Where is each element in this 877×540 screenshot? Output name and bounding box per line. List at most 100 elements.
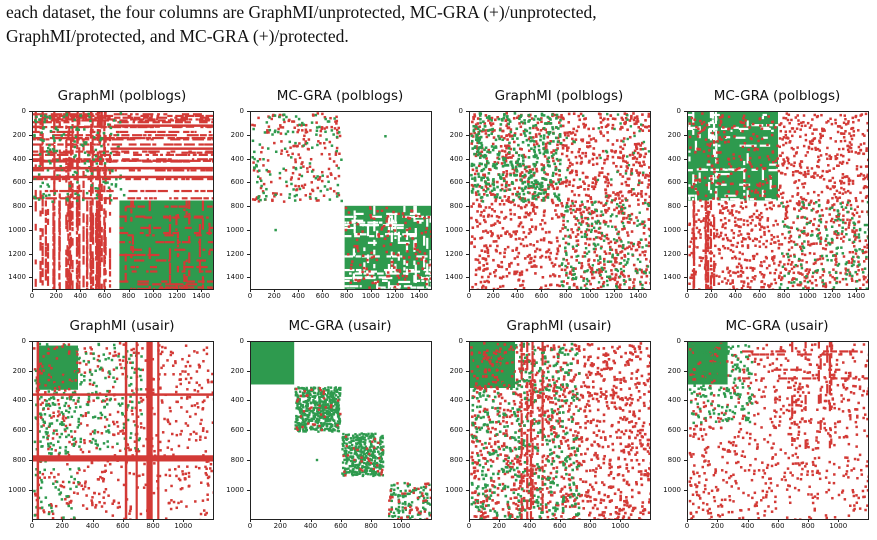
heatmap-title: GraphMI (usair)	[69, 318, 175, 334]
x-tick-mark	[104, 289, 106, 292]
x-tick-mark	[370, 289, 372, 292]
y-tick-mark	[247, 206, 250, 208]
y-tick-label: 0	[676, 107, 681, 115]
x-tick-mark	[493, 289, 495, 292]
heatmap-panel-mc-gra-usair: MC-GRA (usair) 0 200 400 600 800 1000 0 200 400 60…	[655, 318, 875, 535]
y-tick-label: 600	[230, 426, 244, 435]
y-tick-mark	[247, 158, 250, 160]
y-tick-mark	[466, 182, 469, 184]
x-tick-label: 1000	[798, 292, 817, 300]
x-tick-label: 200	[704, 292, 718, 300]
adjacency-matrix-heatmap	[33, 112, 213, 289]
y-tick-label: 1400	[663, 273, 681, 282]
y-tick-label: 0	[21, 107, 26, 115]
y-tick-label: 600	[230, 178, 244, 187]
y-tick-label: 400	[667, 154, 681, 163]
y-tick-label: 1200	[8, 249, 26, 258]
y-tick-mark	[29, 206, 32, 208]
heatmap-title: MC-GRA (polblogs)	[276, 88, 404, 104]
heatmap-title: GraphMI (usair)	[506, 318, 612, 334]
y-tick-mark	[684, 253, 687, 255]
x-tick-label: 400	[303, 522, 318, 530]
y-tick-label: 0	[21, 337, 26, 345]
y-tick-mark	[247, 111, 250, 112]
y-tick-label: 1000	[8, 485, 26, 494]
x-tick-label: 0	[247, 292, 253, 300]
y-tick-mark	[466, 134, 469, 136]
y-tick-mark	[466, 430, 469, 432]
y-tick-label: 0	[676, 337, 681, 345]
x-tick-mark	[559, 519, 561, 522]
x-tick-mark	[80, 289, 82, 292]
x-tick-label: 1200	[605, 292, 623, 300]
x-tick-label: 200	[49, 292, 63, 300]
y-tick-label: 800	[667, 202, 681, 211]
y-tick-mark	[247, 182, 250, 184]
y-tick-mark	[247, 430, 250, 432]
x-tick-mark	[499, 519, 501, 522]
x-tick-mark	[176, 289, 178, 292]
y-tick-mark	[29, 253, 32, 255]
x-tick-label: 400	[522, 522, 537, 530]
x-tick-label: 800	[121, 292, 136, 300]
y-tick-label: 400	[12, 396, 26, 405]
x-tick-mark	[340, 519, 342, 522]
y-tick-label: 1000	[445, 225, 463, 234]
x-tick-label: 1400	[410, 292, 429, 300]
y-tick-label: 800	[12, 455, 26, 464]
x-tick-label: 200	[710, 522, 724, 530]
y-tick-mark	[247, 277, 250, 279]
x-tick-mark	[529, 519, 531, 522]
x-tick-mark	[831, 289, 833, 292]
y-tick-label: 600	[449, 426, 463, 435]
x-tick-mark	[517, 289, 519, 292]
x-tick-mark	[777, 519, 779, 522]
x-tick-label: 1200	[386, 292, 404, 300]
x-tick-label: 1000	[611, 522, 630, 530]
x-tick-mark	[687, 519, 688, 522]
x-tick-mark	[735, 289, 737, 292]
x-tick-label: 600	[752, 292, 767, 300]
green-block	[251, 342, 295, 385]
y-tick-mark	[29, 182, 32, 184]
y-tick-label: 1000	[663, 485, 681, 494]
y-tick-mark	[684, 400, 687, 402]
x-tick-label: 1000	[829, 522, 848, 530]
y-tick-mark	[466, 158, 469, 160]
heatmap-panel-graphmi-usair: GraphMI (usair) 0 200 400 600 800 1000 0 200 400 6…	[437, 318, 657, 535]
x-tick-mark	[32, 289, 33, 292]
heatmap-panel-graphmi-usair: GraphMI (usair) 0 200 400 600 800 1000 0 200 400 6…	[0, 318, 220, 535]
y-tick-label: 600	[667, 178, 681, 187]
y-tick-label: 800	[230, 455, 244, 464]
y-tick-mark	[684, 489, 687, 491]
x-tick-mark	[128, 289, 130, 292]
y-tick-mark	[466, 459, 469, 461]
x-tick-label: 0	[684, 292, 690, 300]
heatmap-title: MC-GRA (polblogs)	[713, 88, 841, 104]
adjacency-matrix-heatmap	[688, 342, 868, 519]
y-tick-mark	[29, 277, 32, 279]
x-tick-label: 400	[510, 292, 524, 300]
y-tick-mark	[247, 341, 250, 342]
heatmap-plot-area	[469, 111, 651, 290]
y-tick-label: 1400	[226, 273, 244, 282]
y-tick-label: 400	[449, 154, 463, 163]
x-tick-mark	[589, 289, 591, 292]
x-tick-label: 800	[583, 522, 597, 530]
heatmap-title: GraphMI (polblogs)	[57, 88, 187, 104]
caption-line-2: GraphMI/protected, and MC-GRA (+)/protec…	[6, 26, 349, 46]
x-tick-label: 600	[315, 292, 330, 300]
x-tick-mark	[565, 289, 567, 292]
x-tick-mark	[201, 289, 203, 292]
figure-caption: each dataset, the four columns are Graph…	[6, 0, 872, 48]
x-tick-mark	[759, 289, 761, 292]
y-tick-label: 200	[230, 366, 244, 375]
y-tick-label: 0	[458, 107, 463, 115]
adjacency-matrix-heatmap	[33, 342, 213, 519]
x-tick-mark	[346, 289, 348, 292]
y-tick-label: 600	[12, 426, 26, 435]
y-tick-mark	[247, 459, 250, 461]
x-tick-label: 800	[801, 522, 815, 530]
x-tick-label: 0	[466, 522, 472, 530]
green-block	[119, 200, 213, 289]
